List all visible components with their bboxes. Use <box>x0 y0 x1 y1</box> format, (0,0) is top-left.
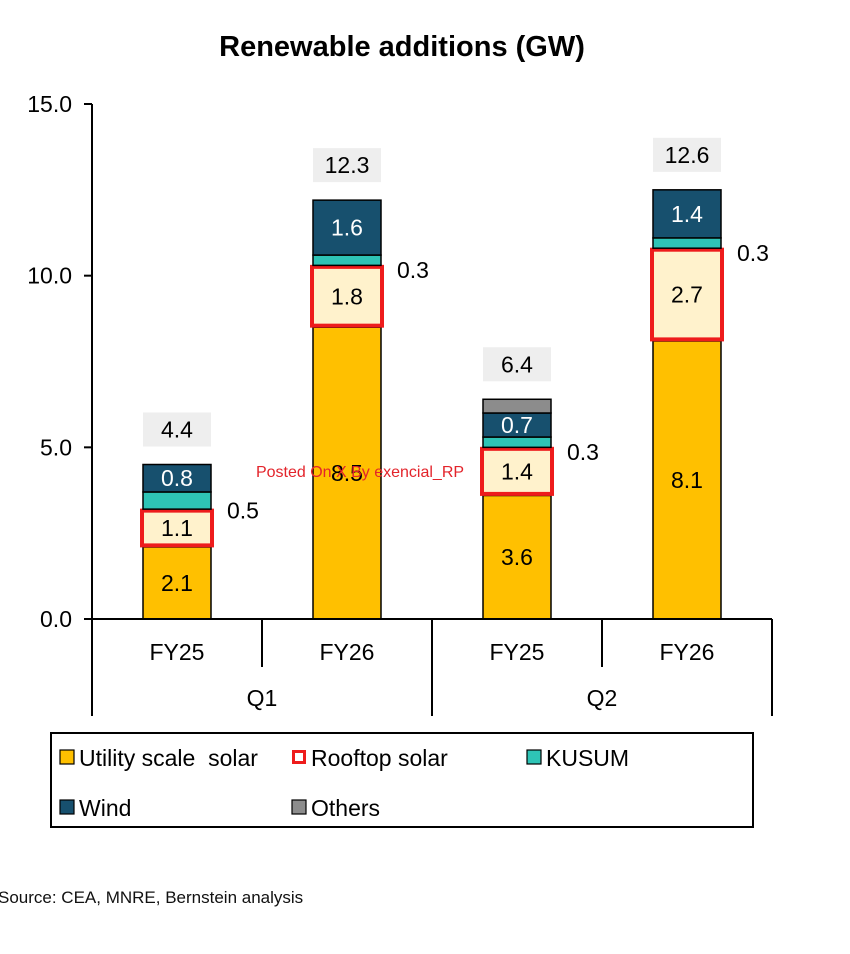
legend-label: Rooftop solar <box>311 745 448 771</box>
total-label: 12.6 <box>665 142 710 168</box>
total-label: 4.4 <box>161 417 193 443</box>
x-group-label: Q2 <box>587 685 618 711</box>
legend-swatch <box>59 799 75 815</box>
legend-swatch <box>292 750 306 764</box>
rooftop-highlight-box <box>140 508 214 548</box>
bar-segment-utility-scale-solar <box>142 546 212 620</box>
data-label: 2.1 <box>161 570 193 596</box>
bar-segment-others <box>482 398 552 414</box>
legend: Utility scale solar Rooftop solar KUSUM Win… <box>50 732 754 828</box>
rooftop-highlight-box <box>650 247 724 342</box>
data-label: 0.3 <box>737 240 769 266</box>
rooftop-highlight-box <box>480 446 554 496</box>
data-label: 8.5 <box>331 460 363 486</box>
data-label: 1.8 <box>331 283 363 309</box>
total-label-box <box>143 412 211 447</box>
x-tick-label: FY26 <box>660 639 715 665</box>
data-label: 0.3 <box>567 439 599 465</box>
total-label: 12.3 <box>325 152 370 178</box>
legend-label: Others <box>311 795 380 821</box>
y-tick-label: 15.0 <box>27 91 72 117</box>
data-labels: 2.1 1.1 0.5 0.8 4.4 8.5 1.8 0.3 1.6 12.3 3.6 1.4 0.3… <box>143 137 769 596</box>
data-label: 1.1 <box>161 515 193 541</box>
legend-label: Wind <box>79 795 131 821</box>
bar-segment-rooftop-solar <box>312 264 382 328</box>
x-group-label: Q1 <box>247 685 278 711</box>
bars <box>140 189 724 620</box>
bar-segment-wind <box>312 199 382 256</box>
bar-segment-wind <box>652 189 722 239</box>
x-axis: FY25 FY26 FY25 FY26 Q1 Q2 <box>91 618 773 716</box>
x-tick-label: FY25 <box>150 639 205 665</box>
legend-box <box>50 732 754 828</box>
data-label: 8.1 <box>671 467 703 493</box>
total-label-box <box>313 148 381 183</box>
legend-swatch <box>59 749 75 765</box>
legend-swatch <box>291 799 307 815</box>
y-tick-label: 10.0 <box>27 263 72 289</box>
total-label-box <box>653 137 721 172</box>
chart-title: Renewable additions (GW) <box>219 31 585 63</box>
legend-label: KUSUM <box>546 745 629 771</box>
x-tick-label: FY26 <box>320 639 375 665</box>
bar-segment-wind <box>142 463 212 493</box>
data-label: 1.6 <box>331 215 363 241</box>
source-note: Source: CEA, MNRE, Bernstein analysis <box>0 888 304 907</box>
y-tick-label: 0.0 <box>40 606 72 632</box>
data-label: 0.7 <box>501 412 533 438</box>
axes: 0.0 5.0 10.0 15.0 <box>27 91 93 632</box>
data-label: 0.5 <box>227 498 259 524</box>
bar-segment-utility-scale-solar <box>652 340 722 620</box>
data-label: 0.8 <box>161 465 193 491</box>
data-label: 2.7 <box>671 282 703 308</box>
bar-segment-kusum <box>482 436 552 449</box>
bar-segment-kusum <box>312 254 382 267</box>
data-label: 0.3 <box>397 257 429 283</box>
bar-segment-utility-scale-solar <box>312 326 382 620</box>
legend-swatch <box>526 749 542 765</box>
x-tick-label: FY25 <box>490 639 545 665</box>
total-label: 6.4 <box>501 351 533 377</box>
watermark: Posted On X By exencial_RP <box>256 464 464 481</box>
bar-segment-wind <box>482 412 552 438</box>
total-label-box <box>483 347 551 382</box>
y-tick-label: 5.0 <box>40 434 72 460</box>
data-label: 1.4 <box>671 201 703 227</box>
bar-segment-kusum <box>142 491 212 510</box>
bar-segment-kusum <box>652 237 722 249</box>
rooftop-highlight-box <box>310 264 384 328</box>
legend-label: Utility scale solar <box>79 745 258 771</box>
data-label: 1.4 <box>501 458 533 484</box>
data-label: 3.6 <box>501 544 533 570</box>
